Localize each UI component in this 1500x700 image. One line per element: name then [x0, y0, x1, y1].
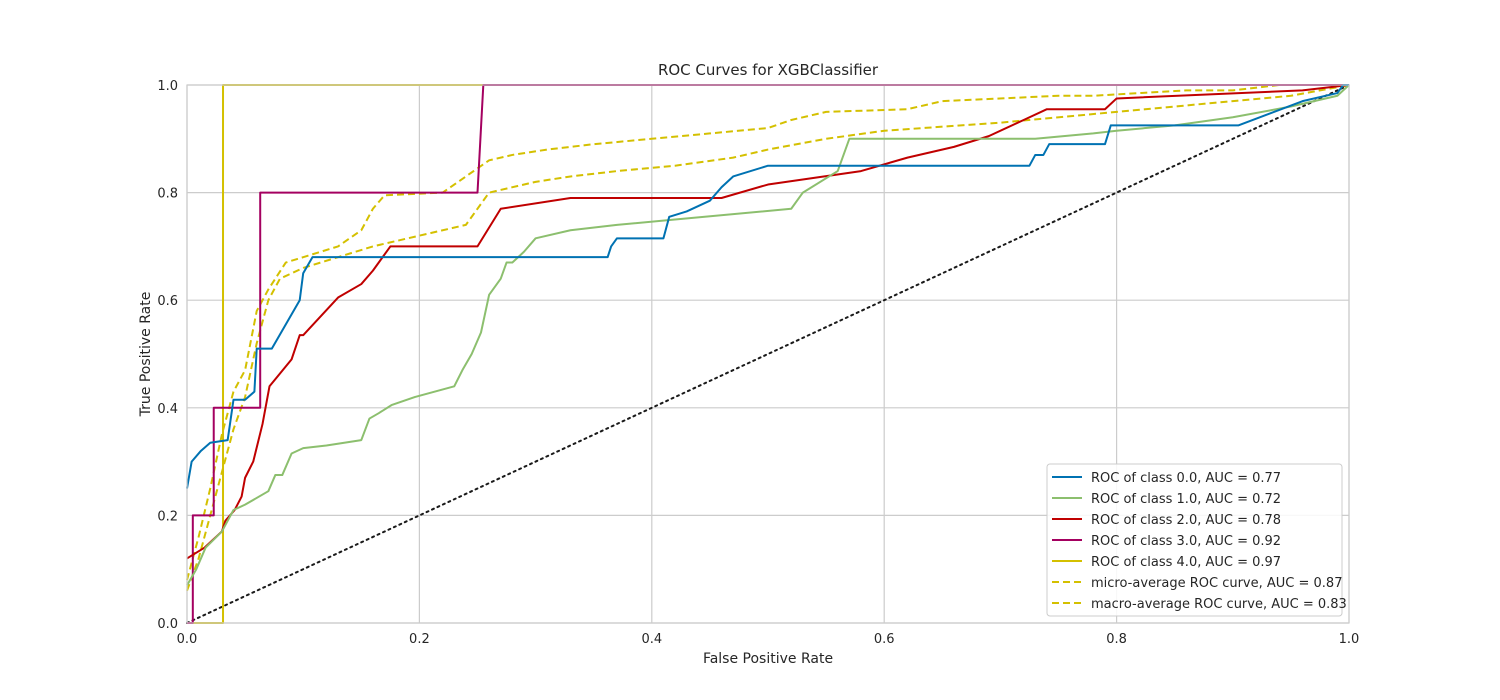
chance-reference-line [186, 84, 1350, 624]
roc-series-line-3 [187, 84, 1349, 624]
legend-box [1046, 463, 1343, 617]
legend-label-5: micro-average ROC curve, AUC = 0.87 [1091, 576, 1342, 591]
x-tick-label: 1.0 [1339, 632, 1360, 647]
y-tick-label: 0.0 [157, 617, 178, 632]
roc-series-line-1 [186, 84, 1350, 586]
legend-label-4: ROC of class 4.0, AUC = 0.97 [1091, 555, 1281, 570]
legend-label-3: ROC of class 3.0, AUC = 0.92 [1091, 534, 1281, 549]
x-axis-title: False Positive Rate [703, 651, 833, 667]
y-tick-label: 1.0 [157, 79, 178, 94]
tick-label-layer: 0.0 0.2 0.4 0.6 0.8 1.0 0.0 0.2 0.4 0.6 0.8 1.0 [157, 79, 1359, 647]
x-tick-label: 0.0 [177, 632, 198, 647]
legend-label-6: macro-average ROC curve, AUC = 0.83 [1091, 597, 1347, 612]
x-tick-label: 0.4 [641, 632, 662, 647]
y-tick-label: 0.2 [157, 509, 178, 524]
legend-label-2: ROC of class 2.0, AUC = 0.78 [1091, 513, 1281, 528]
plot-layer [186, 84, 1350, 624]
plot-area-frame [186, 84, 1350, 624]
y-axis-title: True Positive Rate [138, 292, 154, 418]
x-tick-label: 0.2 [409, 632, 430, 647]
roc-series-line-0 [186, 84, 1349, 489]
y-tick-label: 0.6 [157, 294, 178, 309]
legend-label-1: ROC of class 1.0, AUC = 0.72 [1091, 492, 1281, 507]
roc-series-line-5 [186, 84, 1349, 581]
legend: ROC of class 0.0, AUC = 0.77 ROC of class… [1046, 463, 1347, 617]
y-tick-label: 0.8 [157, 187, 178, 202]
legend-label-0: ROC of class 0.0, AUC = 0.77 [1091, 471, 1281, 486]
y-tick-label: 0.4 [157, 402, 178, 417]
roc-series-line-2 [186, 84, 1350, 560]
x-tick-label: 0.6 [874, 632, 895, 647]
x-tick-label: 0.8 [1106, 632, 1127, 647]
chart-title: ROC Curves for XGBClassifier [658, 61, 879, 79]
